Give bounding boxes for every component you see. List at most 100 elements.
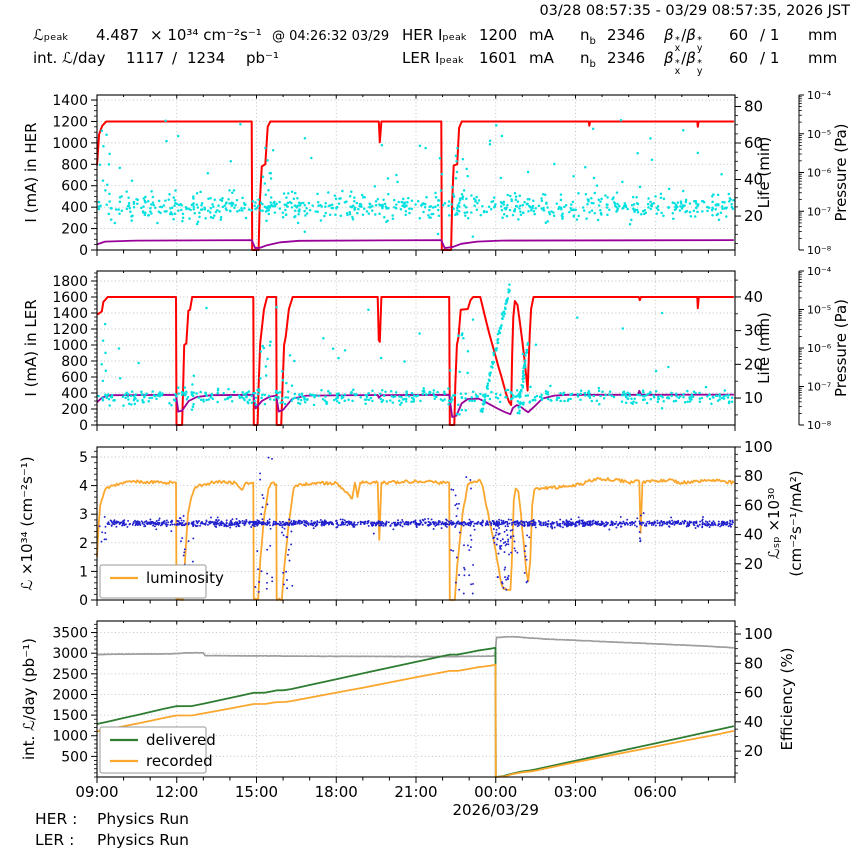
tick-label: 80 [744,98,763,116]
ler-beta-value2: / 1 [760,49,780,67]
tick-label: 400 [61,386,88,402]
tick-label: 5 [79,450,88,466]
integrated-luminosity-ylabel: int. ℒ/day (pb⁻¹) [20,638,38,760]
tick-label: 10⁻⁷ [807,205,831,218]
tick-label: 20 [744,355,763,373]
tick-label: 10⁻⁴ [807,265,832,278]
ler-beta-value: 60 [729,49,749,67]
tick-label: 600 [61,179,88,195]
tick-label: 0 [79,593,88,609]
x-date-label: 2026/03/29 [453,801,539,819]
tick-label: 400 [61,200,88,216]
x-tick-label: 06:00 [634,783,677,801]
tick-label: 40 [744,713,763,731]
tick-label: 60 [744,134,763,152]
tick-label: 1400 [52,306,88,322]
ler-current-ylabel: I (mA) in LER [22,299,40,396]
lpeak-value: 4.487 [96,26,139,44]
tick-label: 3500 [52,626,88,642]
specific-luminosity-dots [98,456,734,595]
x-tick-label: 12:00 [155,783,198,801]
ler-ipeak-unit: mA [529,49,554,67]
x-tick-label: 18:00 [315,783,358,801]
ler-run-mode-value: Physics Run [97,831,189,849]
intl-label: int. ℒ/day [33,49,106,67]
her-pressure-line [96,239,734,250]
pressure-axis-label: Pressure (Pa) [832,299,850,397]
her-beta-label: β * x/β * y [664,26,703,54]
lpeak-timestamp: @ 04:26:32 03/29 [272,29,390,44]
ler-nb-value: 2346 [607,49,646,67]
tick-label: 10⁻⁶ [807,342,832,355]
intl-unit: pb⁻¹ [246,49,279,67]
panel-integrated-luminosity: delivered recorded 500 1000 1500 2000 2500 3000… [20,620,796,819]
her-ipeak-label: HER Iₚₑₐₖ [402,26,468,44]
tick-label: 100 [744,625,773,643]
her-run-mode-label: HER : [35,810,78,828]
tick-label: 3 [79,507,88,523]
legend-label-delivered: delivered [146,731,216,749]
tick-label: 800 [61,157,88,173]
tick-label: 3000 [52,646,88,662]
tick-label: 40 [744,288,763,306]
recorded-line [96,663,735,778]
her-current-ylabel: I (mA) in HER [22,122,40,222]
tick-label: 40 [744,171,763,189]
efficiency-line [96,635,734,658]
ler-ipeak-value: 1601 [479,49,518,67]
tick-label: 1000 [52,136,88,152]
tick-label: 60 [744,496,763,514]
tick-label: 2500 [52,667,88,683]
tick-label: 800 [61,354,88,370]
tick-label: 10 [744,389,763,407]
ler-nb-label: nb [580,49,596,70]
date-range: 03/28 08:57:35 - 03/29 08:57:35, 2026 JS… [539,3,850,19]
tick-label: 1600 [52,290,88,306]
tick-label: 10⁻⁸ [807,244,832,257]
x-tick-label: 15:00 [235,783,278,801]
her-run-mode-value: Physics Run [97,810,189,828]
tick-label: 1000 [52,729,88,745]
panel-luminosity: luminosity 0 1 2 3 4 5 ℒ ×10³⁴ (cm⁻²s⁻¹) 20 40 60 8… [18,438,805,609]
legend-label-recorded: recorded [146,752,213,770]
tick-label: 40 [744,526,763,544]
tick-label: 80 [744,654,763,672]
tick-label: 600 [61,370,88,386]
tick-label: 10⁻⁴ [807,89,832,102]
ler-current-line [96,296,734,426]
ler-beta-label: β * x/β * y [664,49,703,77]
tick-label: 1 [79,564,88,580]
her-beta-unit: mm [808,26,838,44]
tick-label: 2 [79,536,88,552]
ler-beta-unit: mm [808,49,838,67]
tick-label: 0 [79,243,88,259]
tick-label: 0 [79,418,88,434]
ler-run-mode-label: LER : [35,831,75,849]
ler-current-right-ylabel: Life (min) [755,312,773,384]
tick-label: 10⁻⁵ [807,128,831,141]
tick-label: 1500 [52,708,88,724]
tick-label: 100 [744,438,773,456]
pressure-axis-label: Pressure (Pa) [832,123,850,221]
tick-label: 10⁻⁷ [807,381,831,394]
x-tick-label: 21:00 [394,783,437,801]
her-nb-value: 2346 [607,26,646,44]
tick-label: 1400 [52,93,88,109]
her-nb-label: nb [580,26,596,47]
her-ipeak-unit: mA [529,26,554,44]
tick-label: 1000 [52,338,88,354]
luminosity-line [96,476,735,601]
tick-label: 80 [744,467,763,485]
x-tick-label: 09:00 [75,783,118,801]
ler-pressure-line [96,389,734,418]
tick-label: 2000 [52,687,88,703]
tick-label: 10⁻⁵ [807,304,831,317]
legend-label-luminosity: luminosity [146,569,224,587]
tick-label: 1200 [52,114,88,130]
tick-label: 4 [79,479,88,495]
delivered-line [96,646,735,778]
her-current-line [96,120,734,251]
x-tick-label: 03:00 [554,783,597,801]
